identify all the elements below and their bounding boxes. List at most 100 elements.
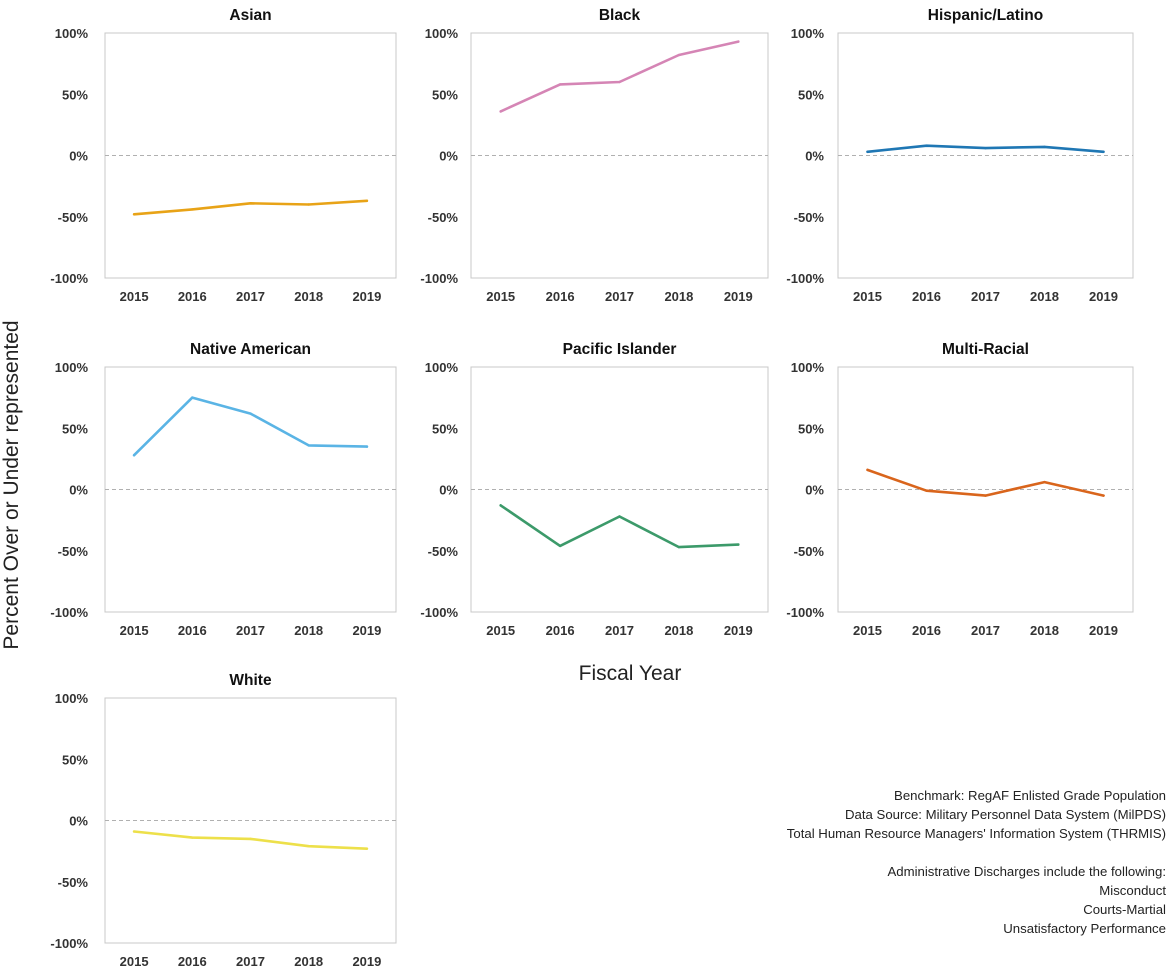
x-tick-label: 2018 [664,289,693,304]
x-tick-label: 2018 [1030,289,1059,304]
chart-panel-5: Multi-Racial 100% 50% 0% -50% -100% 2015 2016 20… [786,341,1134,638]
series-line [499,504,740,549]
data-point [925,144,928,147]
x-tick-label: 2016 [912,289,941,304]
y-tick-label: -50% [58,210,89,225]
y-tick-label: -100% [50,936,88,951]
y-tick-label: 0% [439,149,458,164]
x-axis-label: Fiscal Year [578,662,682,685]
y-tick-label: 100% [791,26,825,41]
x-tick-label: 2017 [971,289,1000,304]
data-point [499,110,502,113]
chart-title: Asian [229,7,271,24]
y-tick-label: 0% [439,483,458,498]
y-tick-label: 50% [798,87,824,102]
y-tick-label: -50% [58,875,89,890]
x-tick-label: 2018 [294,954,323,969]
discharge-item-courts-martial: Courts-Martial [1083,902,1166,917]
x-tick-label: 2015 [486,289,515,304]
chart-panel-0: Asian 100% 50% 0% -50% -100% 2015 2016 2017 2018 2… [50,7,397,304]
x-tick-label: 2019 [1089,623,1118,638]
y-tick-label: 100% [791,360,825,375]
y-tick-label: 0% [805,483,824,498]
data-point [249,202,252,205]
y-tick-label: 0% [805,149,824,164]
y-tick-label: -100% [420,271,458,286]
data-point [249,837,252,841]
y-tick-label: -50% [428,544,459,559]
x-tick-label: 2016 [546,623,575,638]
data-point [365,847,369,850]
data-point [191,836,194,839]
y-tick-label: -50% [58,544,89,559]
chart-title: Native American [190,341,311,358]
series-line [132,396,369,457]
series-line [132,830,369,851]
x-tick-label: 2016 [178,289,207,304]
data-point [249,412,252,415]
data-point [1102,150,1105,154]
data-point [618,515,621,518]
data-point [307,444,310,447]
y-tick-label: 100% [55,26,89,41]
x-tick-label: 2018 [1030,623,1059,638]
x-tick-label: 2018 [294,289,323,304]
y-tick-label: 100% [55,691,89,706]
x-tick-label: 2017 [236,623,265,638]
series-line [499,40,740,113]
discharges-header: Administrative Discharges include the fo… [887,864,1166,879]
x-tick-label: 2017 [236,289,265,304]
series-line [866,468,1105,497]
y-tick-label: 50% [62,752,88,767]
discharge-item-unsatisfactory: Unsatisfactory Performance [1003,921,1166,936]
y-tick-label: -50% [428,210,459,225]
y-tick-label: 0% [69,814,88,829]
data-point [677,53,681,57]
data-source-note-2: Total Human Resource Managers' Informati… [786,826,1166,841]
data-point [558,544,562,548]
y-tick-label: -100% [420,605,458,620]
data-point [1043,145,1046,149]
y-tick-label: -50% [794,544,825,559]
y-tick-label: 50% [62,87,88,102]
chart-title: White [229,672,272,689]
x-tick-label: 2015 [120,954,149,969]
data-source-note: Data Source: Military Personnel Data Sys… [845,807,1166,822]
x-tick-label: 2017 [605,289,634,304]
y-tick-label: 100% [425,26,459,41]
x-tick-label: 2015 [853,289,882,304]
data-point [925,489,928,492]
x-tick-label: 2017 [971,623,1000,638]
x-tick-label: 2017 [605,623,634,638]
data-point [866,150,869,154]
y-tick-label: 100% [55,360,89,375]
x-tick-label: 2016 [178,623,207,638]
y-tick-label: -100% [50,271,88,286]
x-tick-label: 2019 [352,289,381,304]
y-tick-label: -100% [786,605,824,620]
y-tick-label: 50% [798,421,824,436]
data-point [132,213,136,216]
x-tick-label: 2016 [912,623,941,638]
x-tick-label: 2019 [352,954,381,969]
y-tick-label: 50% [432,421,458,436]
y-axis-label: Percent Over or Under represented [0,320,23,650]
data-point [1102,494,1105,497]
data-point [365,445,369,448]
x-tick-label: 2015 [120,623,149,638]
data-point [984,494,987,497]
data-point [866,468,869,472]
x-tick-label: 2017 [236,954,265,969]
x-tick-label: 2015 [486,623,515,638]
chart-title: Black [599,7,641,24]
y-tick-label: 0% [69,149,88,164]
data-point [307,203,310,206]
data-point [677,545,681,549]
data-point [737,543,740,546]
y-tick-label: -50% [794,210,825,225]
y-tick-label: -100% [50,605,88,620]
y-tick-label: 100% [425,360,459,375]
chart-panel-1: Black 100% 50% 0% -50% -100% 2015 2016 2017 2018 2… [420,7,769,304]
y-tick-label: 50% [432,87,458,102]
